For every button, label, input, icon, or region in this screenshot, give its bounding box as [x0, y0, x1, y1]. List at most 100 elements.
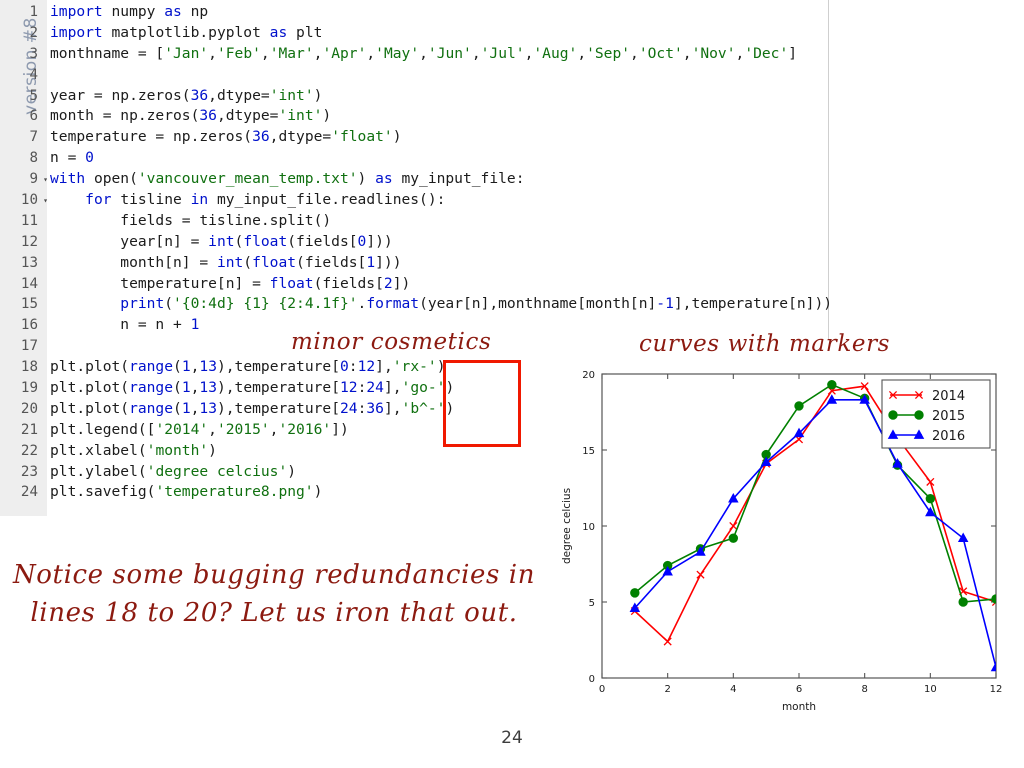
data-marker	[958, 597, 968, 607]
code-text: month[n] = int(float(fields[1]))	[50, 253, 402, 271]
editor-margin-guide	[828, 0, 829, 340]
code-line: 19 plt.plot(range(1,13),temperature[12:24…	[0, 378, 980, 399]
line-number: 12	[20, 233, 38, 250]
data-marker	[860, 382, 869, 391]
data-marker	[696, 570, 705, 579]
y-tick-label: 0	[589, 674, 595, 685]
line-number: 7	[29, 129, 38, 146]
code-line: 15 print('{0:4d} {1} {2:4.1f}'.format(ye…	[0, 294, 980, 315]
y-tick-label: 15	[582, 446, 595, 457]
x-tick-label: 12	[990, 684, 1003, 695]
x-tick-label: 4	[730, 684, 736, 695]
page-number: 24	[501, 728, 523, 748]
data-marker	[859, 394, 870, 404]
x-axis-label: month	[782, 701, 816, 713]
line-number: 17	[20, 338, 38, 355]
code-line: 11 fields = tisline.split()	[0, 211, 980, 232]
code-listing: 1 import numpy as np 2 import matplotlib.py…	[0, 2, 980, 503]
code-line: 7 temperature = np.zeros(36,dtype='float'…	[0, 127, 980, 148]
line-number: 18	[20, 359, 38, 376]
code-line: 2 import matplotlib.pyplot as plt	[0, 23, 980, 44]
line-number: 16	[20, 317, 38, 334]
x-tick-label: 2	[664, 684, 670, 695]
fold-toggle-icon[interactable]: ▾	[43, 175, 48, 185]
data-marker	[827, 379, 837, 390]
line-chart: 0 2 4 6 8 10 12 0 5 10 15 20 month degree celcius 2014…	[561, 370, 1003, 713]
data-marker	[888, 410, 898, 420]
code-text: year = np.zeros(36,dtype='int')	[50, 86, 323, 104]
data-marker	[991, 594, 996, 604]
code-text: plt.plot(range(1,13),temperature[24:36],…	[50, 399, 455, 417]
y-tick-label: 10	[582, 522, 595, 533]
annotation-minor-cosmetics: minor cosmetics	[291, 329, 492, 355]
y-axis-label: degree celcius	[561, 488, 573, 564]
code-line: 24 plt.savefig('temperature8.png')	[0, 482, 980, 503]
legend-box	[881, 379, 991, 449]
data-marker	[887, 429, 899, 439]
data-marker	[914, 390, 924, 400]
line-number: 21	[20, 421, 38, 438]
code-text: plt.xlabel('month')	[50, 441, 217, 459]
data-marker	[925, 506, 936, 517]
code-text: for tisline in my_input_file.readlines()…	[85, 191, 446, 209]
line-number: 8	[29, 150, 38, 167]
x-tick-label: 0	[599, 684, 605, 695]
data-marker	[760, 456, 772, 467]
line-number: 2	[29, 24, 38, 41]
line-number: 5	[29, 87, 38, 104]
x-tick-label: 8	[861, 684, 867, 695]
data-marker	[925, 493, 936, 504]
data-marker	[914, 410, 924, 420]
data-marker	[794, 401, 804, 411]
code-line: 6 month = np.zeros(36,dtype='int')	[0, 106, 980, 127]
code-line: 10 ▾ for tisline in my_input_file.readlin…	[0, 190, 980, 211]
x-tick-label: 6	[796, 684, 802, 695]
line-number: 3	[29, 45, 38, 62]
code-text: plt.plot(range(1,13),temperature[0:12],'…	[50, 358, 446, 376]
code-line: 23 plt.ylabel('degree celcius')	[0, 462, 980, 483]
code-line: 21 plt.legend(['2014','2015','2016'])	[0, 420, 980, 441]
data-marker	[888, 390, 898, 400]
editor-gutter-background	[0, 0, 47, 516]
x-tick-label: 10	[924, 684, 937, 695]
series-2016	[629, 394, 996, 672]
line-number: 11	[20, 212, 38, 229]
code-text: plt.savefig('temperature8.png')	[50, 483, 323, 501]
code-text: plt.legend(['2014','2015','2016'])	[50, 420, 349, 438]
annotation-curves-with-markers: curves with markers	[639, 331, 891, 357]
data-marker	[926, 477, 935, 486]
code-line: 8 n = 0	[0, 148, 980, 169]
code-line: 22 plt.xlabel('month')	[0, 441, 980, 462]
code-text: temperature[n] = float(fields[2])	[50, 274, 411, 292]
legend: 2014 2015 2016	[887, 389, 965, 444]
data-marker	[630, 588, 640, 598]
data-marker	[729, 521, 738, 531]
code-text: import numpy as np	[50, 3, 209, 20]
data-marker	[826, 394, 838, 404]
code-text: temperature = np.zeros(36,dtype='float')	[50, 128, 402, 146]
y-tick-label: 5	[589, 598, 595, 609]
code-text: print('{0:4d} {1} {2:4.1f}'.format(year[…	[120, 295, 833, 313]
data-marker	[695, 546, 706, 556]
code-line: 20 plt.plot(range(1,13),temperature[24:36…	[0, 399, 980, 420]
code-text: import matplotlib.pyplot as plt	[50, 23, 323, 41]
line-number: 23	[20, 463, 38, 480]
code-text: monthname = ['Jan','Feb','Mar','Apr','Ma…	[50, 44, 798, 62]
series-line	[634, 385, 996, 643]
code-line: 14 temperature[n] = float(fields[2])	[0, 274, 980, 295]
data-marker	[728, 493, 739, 503]
line-number: 13	[20, 254, 38, 271]
code-line: 1 import numpy as np	[0, 2, 980, 23]
code-text: fields = tisline.split()	[50, 211, 332, 229]
data-marker	[990, 661, 996, 672]
line-number: 22	[20, 442, 38, 459]
data-marker	[629, 602, 641, 612]
fold-toggle-icon[interactable]: ▾	[43, 196, 48, 206]
code-text: plt.plot(range(1,13),temperature[12:24],…	[50, 379, 455, 397]
line-number: 19	[20, 380, 38, 397]
line-number: 15	[20, 296, 38, 313]
code-line: 12 year[n] = int(float(fields[0]))	[0, 232, 980, 253]
code-text: n = n + 1	[50, 316, 200, 334]
code-line: 3 monthname = ['Jan','Feb','Mar','Apr','M…	[0, 44, 980, 65]
data-marker	[663, 637, 672, 646]
